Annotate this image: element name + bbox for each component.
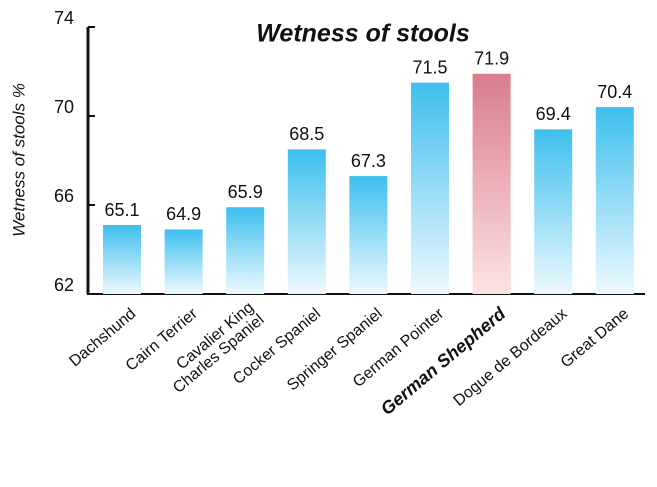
value-label: 64.9 — [166, 204, 201, 224]
y-tick-label: 74 — [54, 8, 74, 28]
value-label: 67.3 — [351, 151, 386, 171]
chart-title: Wetness of stools — [256, 20, 470, 48]
y-axis-label: Wetness of stools % — [9, 83, 28, 237]
value-label: 68.5 — [289, 124, 324, 144]
bar — [595, 107, 634, 294]
y-tick-label: 66 — [54, 186, 74, 206]
bar — [226, 207, 265, 294]
x-tick-label: Great Dane — [558, 305, 632, 371]
bar — [164, 229, 203, 294]
bar — [349, 176, 388, 294]
bar — [534, 129, 573, 294]
y-tick-label: 70 — [54, 97, 74, 117]
value-label: 65.1 — [104, 200, 139, 220]
value-label: 71.5 — [412, 57, 447, 77]
value-label: 65.9 — [228, 182, 263, 202]
bar — [287, 149, 326, 294]
value-label: 69.4 — [536, 104, 571, 124]
bar — [411, 82, 449, 294]
x-tick-label: Cavalier KingCharles Spaniel — [160, 299, 268, 397]
bar — [103, 225, 141, 294]
y-tick-label: 62 — [54, 275, 74, 295]
bar — [472, 73, 511, 294]
value-label: 70.4 — [597, 82, 632, 102]
value-label: 71.9 — [474, 48, 509, 68]
x-tick-label: Dogue de Bordeaux — [451, 305, 571, 410]
